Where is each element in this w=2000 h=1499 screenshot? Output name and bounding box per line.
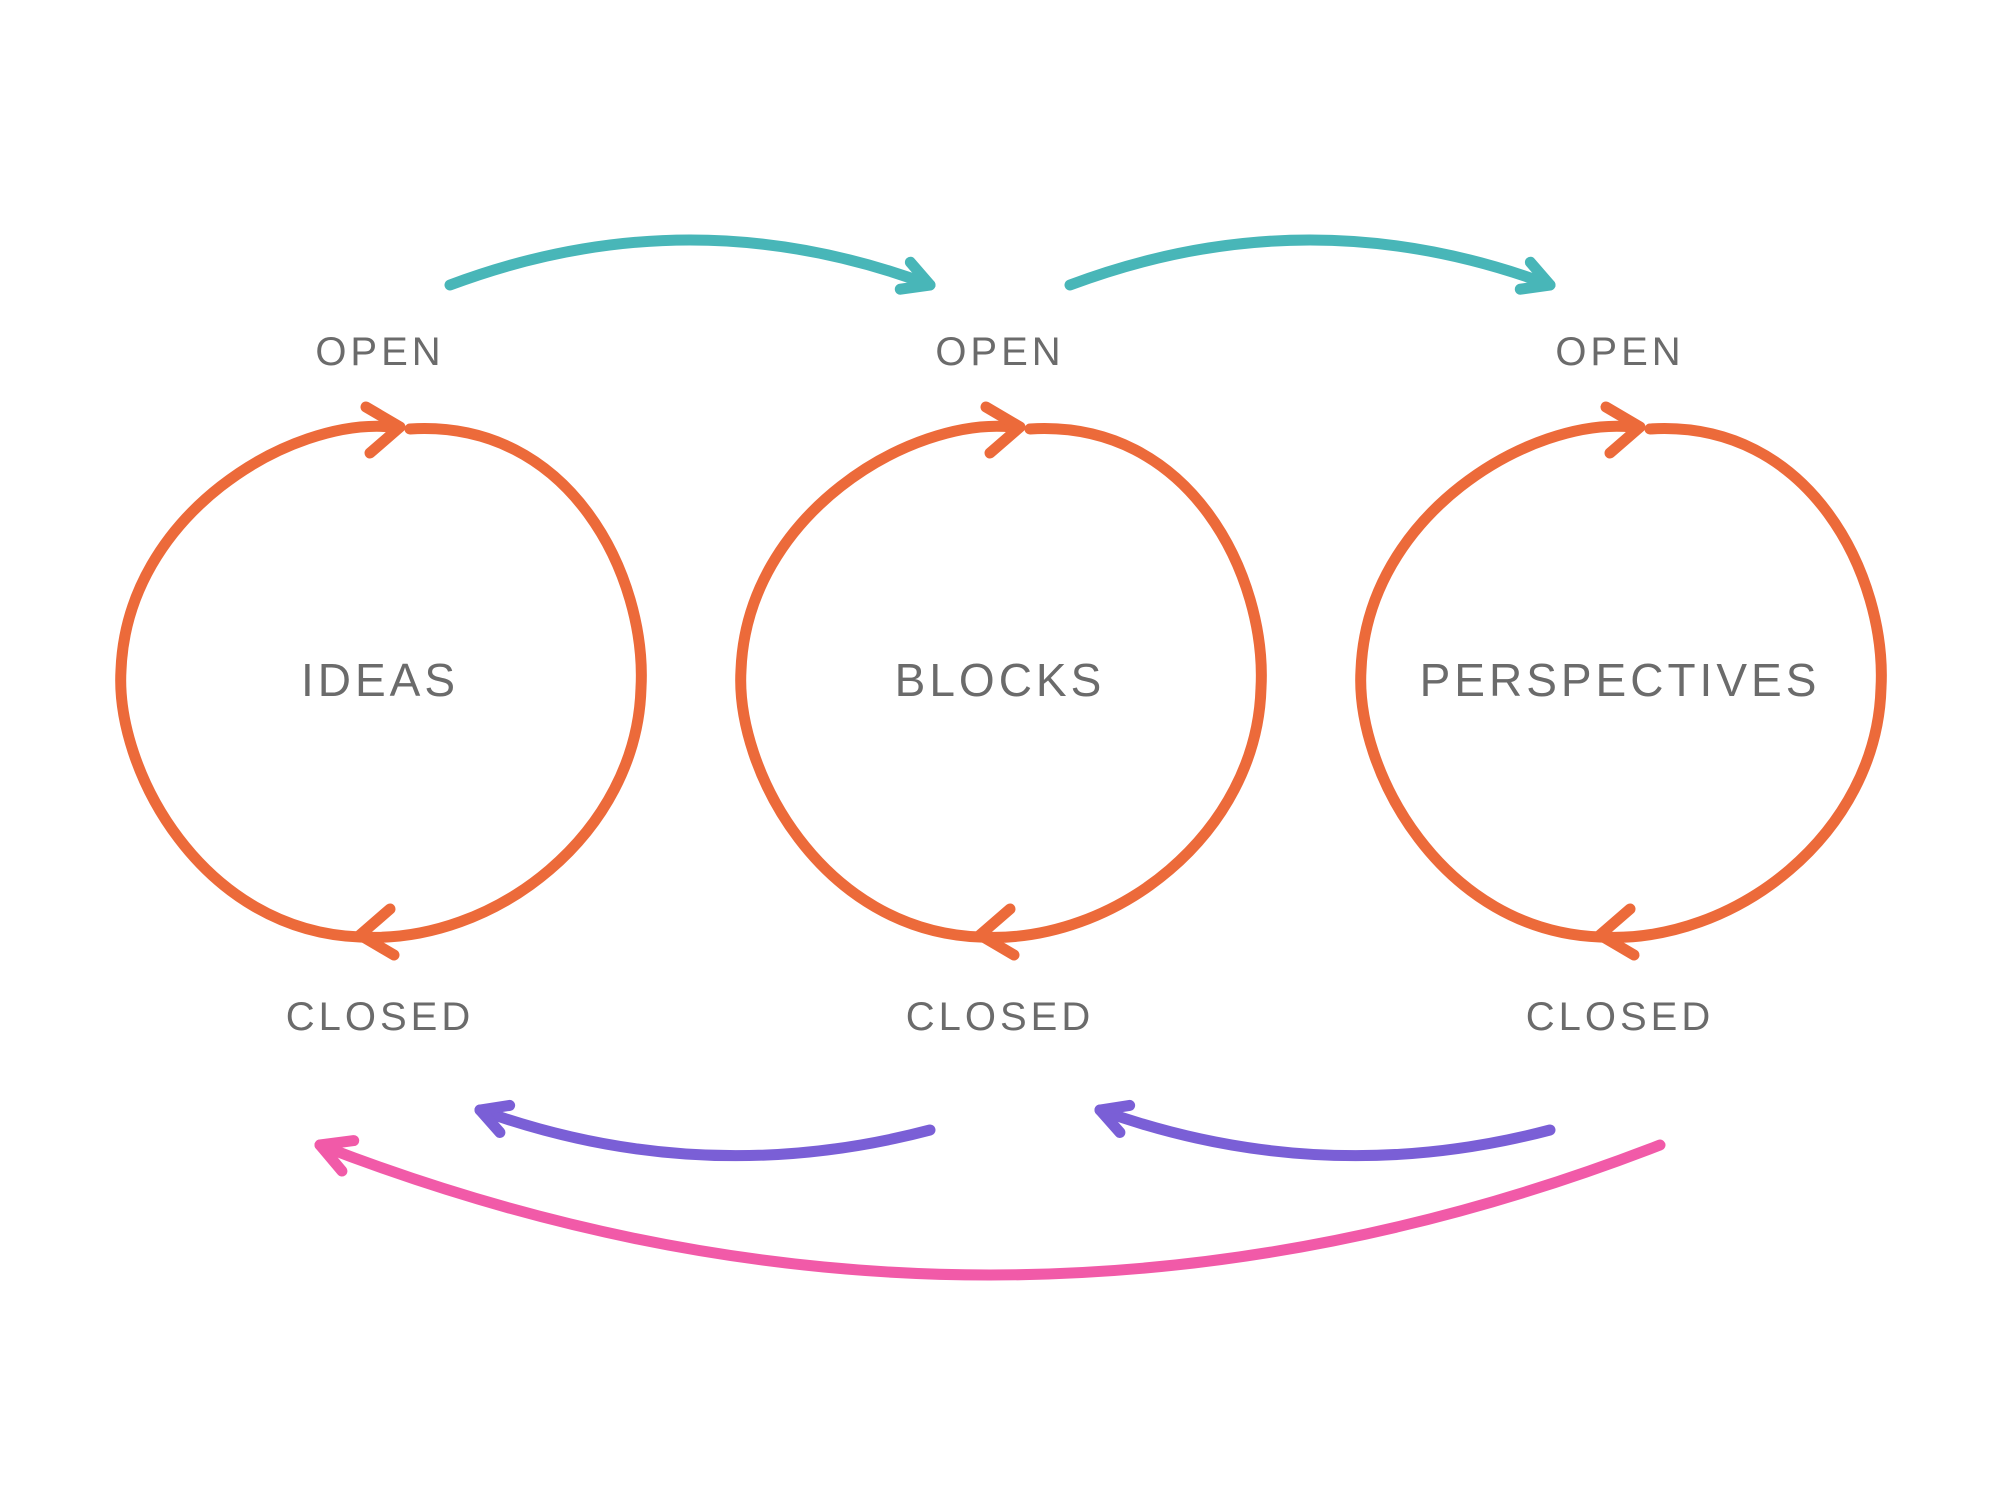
diagram-canvas: OPEN IDEAS CLOSED OPEN BLOCKS CLOSED OPEN PERSP… <box>0 0 2000 1499</box>
open-label: OPEN <box>1555 330 1684 374</box>
circle-center-label: BLOCKS <box>895 654 1106 706</box>
open-label: OPEN <box>315 330 444 374</box>
circle-center-label: IDEAS <box>301 654 459 706</box>
closed-label: CLOSED <box>1526 995 1715 1039</box>
closed-label: CLOSED <box>286 995 475 1039</box>
open-label: OPEN <box>935 330 1064 374</box>
circle-center-label: PERSPECTIVES <box>1420 654 1821 706</box>
closed-label: CLOSED <box>906 995 1095 1039</box>
